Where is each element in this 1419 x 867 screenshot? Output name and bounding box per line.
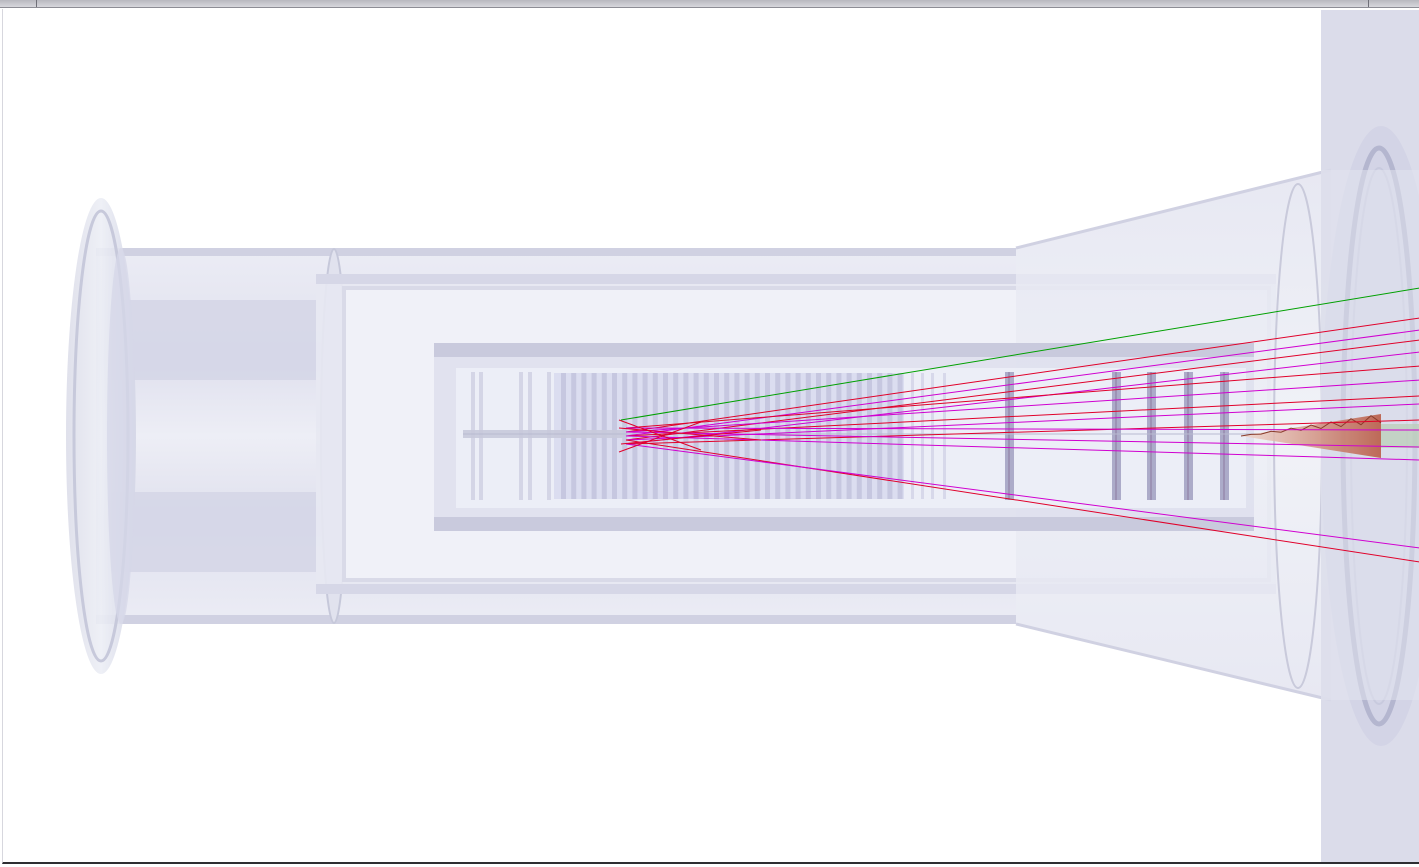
window-top-frame[interactable] (0, 0, 1419, 8)
detector-plane (642, 373, 648, 499)
beam-axis (463, 430, 1261, 438)
detector-plane (795, 373, 801, 499)
particle-track (625, 365, 1419, 429)
particle-track (618, 419, 702, 451)
particle-track (625, 395, 1419, 437)
detector-plane (622, 373, 628, 499)
detector-plane (867, 373, 872, 499)
particle-track (620, 287, 1419, 421)
particle-tracks[interactable] (618, 287, 1419, 563)
detector-plane (754, 373, 760, 499)
particle-track (625, 379, 1419, 433)
detector-plane (734, 373, 740, 499)
left-flange (66, 198, 136, 674)
detector-plane (673, 373, 679, 499)
detector-plane (765, 373, 770, 499)
particle-track (625, 431, 1419, 448)
detector-plane (931, 373, 934, 499)
detector-plane (943, 373, 946, 499)
3d-viewport[interactable] (2, 9, 1419, 864)
particle-track (625, 317, 1419, 433)
particle-track (625, 329, 1419, 437)
detector-plane (921, 373, 924, 499)
detector-plane (805, 373, 811, 499)
target-cone (1240, 414, 1419, 458)
particle-track (618, 421, 702, 453)
detector-plane (724, 373, 730, 499)
target-cone-edge (1240, 414, 1382, 437)
detector-plane (683, 373, 689, 499)
detector-plane (663, 373, 668, 499)
detector-scene[interactable] (2, 9, 1419, 864)
frame-divider-left (36, 0, 37, 7)
particle-track (618, 427, 762, 441)
particle-track (625, 439, 1419, 563)
particle-track (620, 429, 762, 445)
particle-track (625, 443, 1419, 549)
detector-plane (911, 373, 914, 499)
frame-divider-right (1368, 0, 1369, 7)
particle-track (625, 427, 1419, 431)
detector-plane (785, 373, 791, 499)
detector-plane (744, 373, 750, 499)
detector-plane (775, 373, 781, 499)
